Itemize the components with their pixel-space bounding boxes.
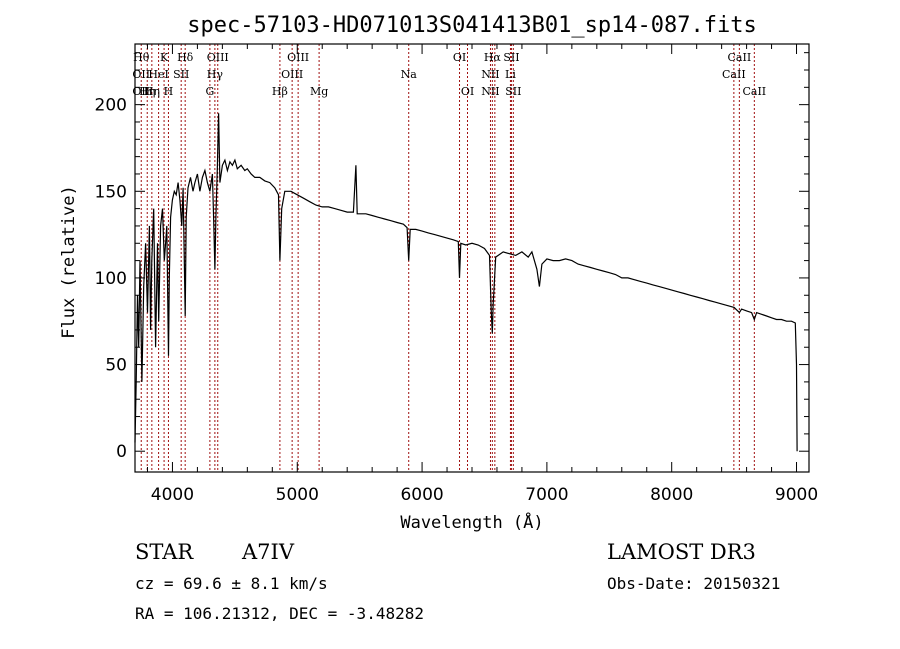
- x-axis-label: Wavelength (Å): [400, 511, 543, 533]
- line-marker-label: SII: [503, 51, 519, 64]
- line-marker-label: SII: [173, 68, 189, 81]
- line-marker-label: Hα: [484, 51, 502, 64]
- line-marker-label: OII: [132, 85, 150, 98]
- line-marker-label: Mg: [310, 85, 328, 98]
- y-tick-label: 0: [116, 442, 127, 462]
- line-marker-label: OII: [132, 68, 150, 81]
- line-marker-label: K: [160, 51, 169, 64]
- line-marker-label: OIII: [281, 68, 303, 81]
- chart-title: spec-57103-HD071013S041413B01_sp14-087.f…: [187, 13, 757, 38]
- line-marker-label: OI: [461, 85, 474, 98]
- y-tick-label: 200: [95, 96, 127, 116]
- spectrum-series-line: [134, 113, 798, 452]
- plot-frame: [134, 43, 810, 473]
- line-marker-label: Hθ: [133, 51, 150, 64]
- y-axis-label: Flux (relative): [59, 185, 79, 339]
- line-marker-label: Hη: [139, 85, 155, 98]
- axis-ticks: 4000 5000 6000 7000 8000 9000 0 50 100 150 200: [95, 44, 818, 505]
- line-marker-label: CaII: [728, 51, 752, 64]
- line-marker-label: NII: [481, 85, 499, 98]
- line-marker-label: NII: [481, 68, 499, 81]
- y-tick-label: 100: [95, 269, 127, 289]
- line-marker-label: HeI: [148, 68, 168, 81]
- object-subclass: A7IV: [241, 540, 295, 564]
- line-marker-label: CaII: [722, 68, 746, 81]
- x-tick-label: 5000: [276, 485, 319, 505]
- line-marker-label: H: [164, 85, 174, 98]
- x-tick-label: 6000: [400, 485, 443, 505]
- redshift-readout: cz = 69.6 ± 8.1 km/s: [135, 574, 328, 593]
- x-tick-label: 9000: [775, 485, 818, 505]
- line-marker-label: Na: [401, 68, 418, 81]
- observation-date: Obs-Date: 20150321: [607, 574, 780, 593]
- line-marker-label: SII: [505, 85, 521, 98]
- x-tick-label: 8000: [650, 485, 693, 505]
- line-marker-label: Hη: [144, 85, 160, 98]
- line-marker-label: OIII: [287, 51, 309, 64]
- line-markers: [140, 44, 755, 472]
- line-marker-labels: HθOIIOIIHηHηHeIKHSIIHδGHγOIIIHβOIIIOIIIM…: [132, 51, 766, 98]
- y-tick-label: 150: [95, 182, 127, 202]
- line-marker-label: G: [205, 85, 214, 98]
- line-marker-label: Li: [505, 68, 516, 81]
- y-tick-label: 50: [105, 356, 127, 376]
- x-tick-label: 7000: [525, 485, 568, 505]
- line-marker-label: OI: [453, 51, 466, 64]
- survey-name: LAMOST DR3: [607, 540, 756, 564]
- line-marker-label: OIII: [207, 51, 229, 64]
- line-marker-label: Hγ: [207, 68, 224, 81]
- object-class: STAR: [135, 540, 194, 564]
- coordinates-readout: RA = 106.21312, DEC = -3.48282: [135, 604, 424, 623]
- line-marker-label: Hδ: [177, 51, 194, 64]
- line-marker-label: CaII: [742, 85, 766, 98]
- x-tick-label: 4000: [151, 485, 194, 505]
- line-marker-label: Hβ: [272, 85, 288, 98]
